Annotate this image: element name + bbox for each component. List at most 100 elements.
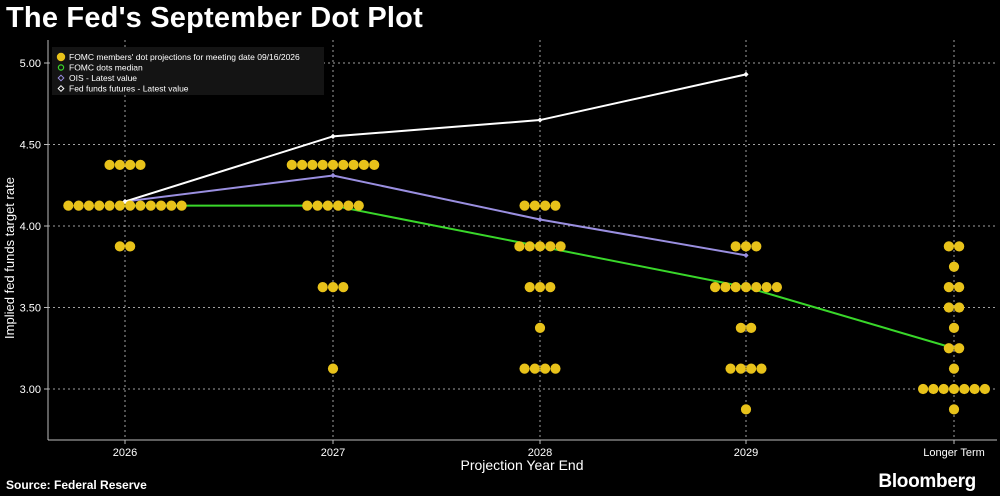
legend-label: FOMC dots median: [69, 63, 143, 73]
fomc-dot: [327, 159, 339, 170]
axes: 3.00 3.50 4.00 4.50 5.00 2026 2027 2028 2029 Long…: [2, 40, 997, 473]
y-tick-label: 3.50: [20, 303, 41, 315]
fomc-dot: [735, 363, 746, 374]
fomc-dot: [954, 241, 965, 252]
fomc-dot: [312, 200, 323, 211]
fomc-dot: [720, 282, 731, 293]
legend-label: Fed funds futures - Latest value: [69, 84, 189, 94]
fomc-dot: [555, 241, 566, 252]
x-axis-title: Projection Year End: [461, 457, 584, 473]
fomc-dot: [297, 159, 308, 170]
fomc-dot: [524, 241, 535, 252]
fomc-dot: [740, 404, 752, 415]
fomc-dot: [94, 200, 105, 211]
fomc-dot: [746, 363, 757, 374]
fomc-dot: [333, 200, 344, 211]
fomc-dot: [969, 383, 980, 395]
fomc-dot: [514, 241, 525, 252]
fomc-dot: [529, 363, 540, 374]
fomc-dot: [104, 159, 115, 170]
fomc-dot: [125, 241, 136, 252]
fomc-dot: [954, 282, 965, 293]
fomc-dot: [735, 322, 746, 333]
fomc-dot: [730, 241, 741, 252]
fomc-dot: [529, 200, 540, 211]
legend-median-marker: [57, 64, 65, 71]
y-tick-label: 3.00: [20, 384, 41, 396]
fomc-dot: [63, 200, 74, 211]
fomc-dot: [135, 159, 146, 170]
fomc-dot: [73, 200, 84, 211]
fomc-dot: [176, 200, 187, 211]
legend-box: [52, 47, 324, 95]
fomc-dot: [358, 159, 369, 170]
fomc-dot: [317, 282, 328, 293]
fomc-dot: [114, 200, 125, 211]
fomc-dot: [322, 200, 333, 211]
fomc-dot: [155, 200, 167, 211]
x-tick-label: 2027: [321, 447, 345, 459]
futures-line: [124, 73, 747, 203]
fomc-dot: [348, 159, 359, 170]
fomc-dot: [317, 159, 328, 170]
fomc-dot: [125, 159, 136, 170]
fomc-dot: [534, 282, 546, 293]
fomc-dot: [740, 282, 752, 293]
fomc-dot: [710, 282, 721, 293]
fomc-dot: [954, 302, 965, 313]
fomc-dot: [83, 200, 95, 211]
fomc-dot: [979, 383, 991, 395]
legend-dot-marker: [56, 52, 66, 62]
fomc-dot: [545, 282, 556, 293]
y-axis-title: Implied fed funds target rate: [2, 177, 17, 339]
fomc-dot: [954, 343, 965, 354]
fomc-dot: [948, 383, 960, 395]
fomc-dot: [948, 261, 960, 272]
fomc-dot: [135, 200, 146, 211]
fomc-dot: [938, 383, 949, 395]
ois-point: [330, 172, 336, 179]
fomc-dot: [540, 200, 551, 211]
legend: FOMC members' dot projections for meetin…: [52, 47, 324, 95]
fomc-dot: [519, 200, 530, 211]
fomc-dot: [943, 241, 954, 252]
fomc-dot: [166, 200, 177, 211]
y-tick-label: 4.50: [20, 140, 41, 152]
legend-futures-marker: [57, 84, 65, 93]
futures-point: [537, 117, 543, 123]
legend-ois-marker: [57, 74, 65, 82]
fomc-dot: [534, 322, 546, 333]
legend-label: OIS - Latest value: [69, 73, 137, 83]
fomc-dot: [761, 282, 772, 293]
y-tick-label: 4.00: [20, 221, 41, 233]
x-tick-label: 2028: [528, 447, 552, 459]
fomc-dot: [338, 159, 349, 170]
fomc-dot: [943, 302, 954, 313]
x-tick-label: 2026: [113, 447, 137, 459]
fomc-dot: [524, 282, 535, 293]
x-tick-label: 2029: [734, 447, 758, 459]
fomc-dot: [353, 200, 364, 211]
fomc-dot: [928, 383, 939, 395]
chart-title: The Fed's September Dot Plot: [6, 2, 423, 34]
fomc-dot: [534, 241, 546, 252]
fomc-dot: [307, 159, 318, 170]
source-note: Source: Federal Reserve: [6, 478, 147, 492]
fomc-dot: [114, 159, 125, 170]
fomc-dot: [756, 363, 767, 374]
ois-point: [743, 252, 749, 258]
fomc-dot: [540, 363, 551, 374]
ois-line: [124, 174, 747, 257]
fomc-dot: [751, 241, 762, 252]
fomc-dot: [286, 159, 297, 170]
fomc-dot: [740, 241, 752, 252]
fomc-dot: [550, 363, 561, 374]
fomc-dot: [771, 282, 783, 293]
fomc-dot: [943, 282, 954, 293]
fomc-dot: [327, 363, 339, 374]
futures-point: [330, 133, 336, 139]
fomc-dot: [943, 343, 954, 354]
fomc-dot: [104, 200, 115, 211]
fomc-dot: [545, 241, 556, 252]
